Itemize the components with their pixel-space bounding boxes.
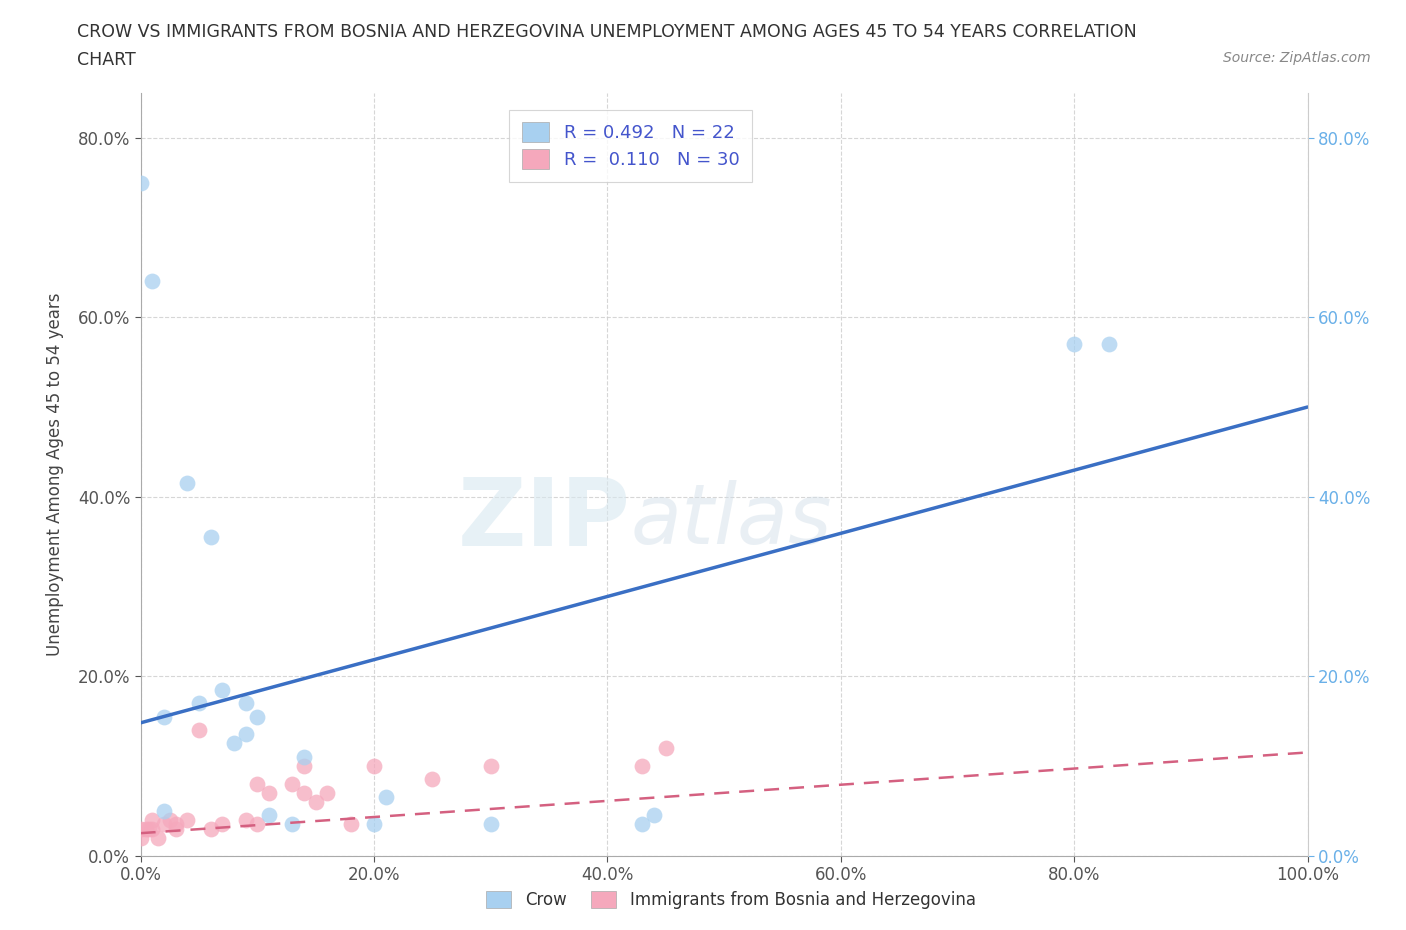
Point — [305, 794, 328, 809]
Point — [479, 817, 502, 831]
Point — [246, 709, 269, 724]
Legend: R = 0.492   N = 22, R =  0.110   N = 30: R = 0.492 N = 22, R = 0.110 N = 30 — [509, 110, 752, 182]
Point — [211, 683, 233, 698]
Text: atlas: atlas — [631, 480, 832, 561]
Point — [165, 817, 187, 831]
Y-axis label: Unemployment Among Ages 45 to 54 years: Unemployment Among Ages 45 to 54 years — [46, 293, 63, 656]
Point — [200, 530, 222, 545]
Point — [655, 740, 678, 755]
Point — [200, 821, 222, 836]
Point — [246, 777, 269, 791]
Point — [176, 812, 198, 827]
Point — [246, 817, 269, 831]
Point — [153, 804, 176, 818]
Point — [479, 759, 502, 774]
Point — [188, 723, 211, 737]
Point — [222, 736, 245, 751]
Point — [153, 709, 176, 724]
Text: Source: ZipAtlas.com: Source: ZipAtlas.com — [1223, 51, 1371, 65]
Point — [281, 777, 304, 791]
Point — [211, 817, 233, 831]
Point — [235, 696, 257, 711]
Point — [235, 812, 257, 827]
Point — [129, 175, 152, 190]
Text: CROW VS IMMIGRANTS FROM BOSNIA AND HERZEGOVINA UNEMPLOYMENT AMONG AGES 45 TO 54 : CROW VS IMMIGRANTS FROM BOSNIA AND HERZE… — [77, 23, 1137, 41]
Point — [141, 812, 163, 827]
Point — [316, 785, 339, 800]
Text: CHART: CHART — [77, 51, 136, 69]
Point — [292, 785, 315, 800]
Point — [135, 821, 157, 836]
Point — [422, 772, 444, 787]
Text: ZIP: ZIP — [458, 474, 631, 566]
Point — [292, 750, 315, 764]
Point — [643, 808, 665, 823]
Point — [141, 821, 163, 836]
Point — [153, 817, 176, 831]
Point — [165, 821, 187, 836]
Point — [141, 274, 163, 289]
Point — [1063, 337, 1085, 352]
Point — [129, 821, 152, 836]
Point — [631, 817, 654, 831]
Point — [159, 812, 181, 827]
Point — [257, 808, 280, 823]
Point — [631, 759, 654, 774]
Point — [129, 830, 152, 845]
Point — [138, 821, 160, 836]
Point — [146, 830, 169, 845]
Point — [281, 817, 304, 831]
Point — [292, 759, 315, 774]
Point — [257, 785, 280, 800]
Point — [363, 817, 385, 831]
Point — [235, 727, 257, 742]
Point — [1098, 337, 1121, 352]
Point — [363, 759, 385, 774]
Point — [188, 696, 211, 711]
Point — [176, 476, 198, 491]
Point — [339, 817, 361, 831]
Legend: Crow, Immigrants from Bosnia and Herzegovina: Crow, Immigrants from Bosnia and Herzego… — [478, 883, 984, 917]
Point — [374, 790, 396, 804]
